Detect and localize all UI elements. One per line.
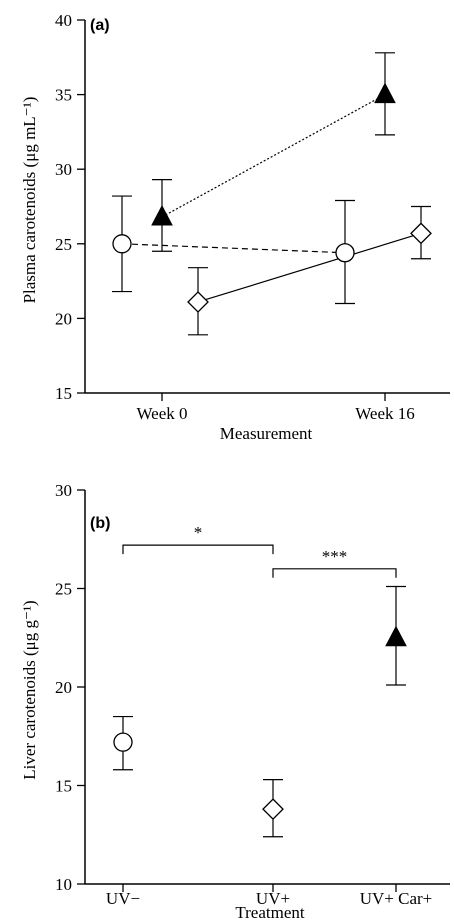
panel-b-y-tick-label: 15 [55, 777, 72, 796]
panel-a: (a) Measurement Plasma carotenoids (μg m… [20, 11, 450, 443]
panel-a-point-diamond [410, 222, 432, 245]
panel-a-x-label: Measurement [220, 424, 313, 443]
panel-a-y-tick-label: 25 [55, 235, 72, 254]
panel-b-y-tick-label: 10 [55, 875, 72, 894]
panel-a-point-triangle [151, 204, 173, 226]
panel-a-x-tick-label: Week 0 [136, 404, 187, 423]
panel-a-y-tick-label: 30 [55, 160, 72, 179]
panel-a-series-line-circle [121, 243, 346, 254]
panel-a-label: (a) [90, 17, 110, 34]
significance-label: * [194, 523, 203, 542]
panel-b-x-tick-label: UV− [106, 889, 140, 908]
panel-b-x-label: Treatment [235, 903, 305, 922]
panel-a-y-label: Plasma carotenoids (μg mL⁻¹) [20, 97, 39, 304]
panel-a-point-circle [112, 234, 132, 254]
panel-b-point-triangle [385, 625, 407, 647]
significance-label: *** [322, 547, 348, 566]
panel-b-y-label: Liver carotenoids (μg g⁻¹) [20, 600, 39, 779]
panel-a-y-tick-label: 20 [55, 309, 72, 328]
panel-b-x-tick-label: UV+ Car+ [360, 889, 433, 908]
panel-b-y-tick-label: 20 [55, 678, 72, 697]
significance-bracket [272, 568, 397, 578]
panel-b-point-diamond [262, 798, 284, 821]
panel-b-y-tick-label: 30 [55, 481, 72, 500]
panel-a-series-line-triangle [161, 94, 386, 218]
significance-bracket [122, 544, 274, 555]
panel-a-y-tick-label: 40 [55, 11, 72, 30]
panel-a-y-tick-label: 15 [55, 384, 72, 403]
panel-a-point-triangle [374, 82, 396, 104]
panel-a-point-diamond [187, 291, 209, 313]
panel-b-point-circle [113, 732, 133, 752]
panel-a-x-tick-label: Week 16 [355, 404, 415, 423]
panel-b-x-tick-label: UV+ [256, 889, 290, 908]
panel-b-label: (b) [90, 515, 110, 532]
panel-a-y-tick-label: 35 [55, 86, 72, 105]
panel-b: (b) Treatment Liver carotenoids (μg g⁻¹)… [20, 481, 450, 922]
panel-a-point-circle [335, 243, 355, 263]
panel-a-series-line-diamond [197, 232, 422, 303]
panel-b-y-tick-label: 25 [55, 580, 72, 599]
